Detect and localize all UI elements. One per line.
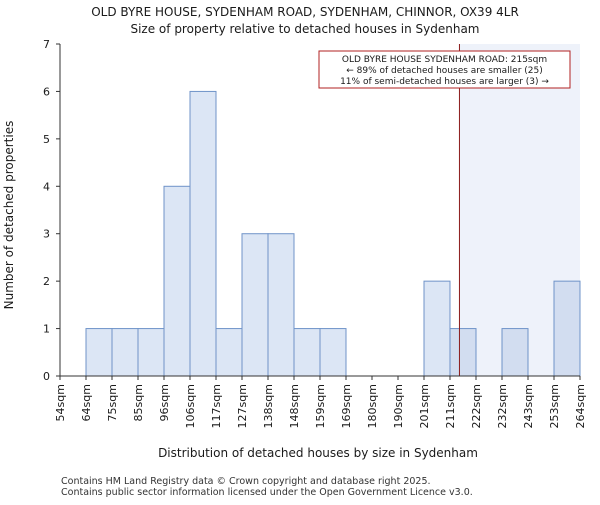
chart-title: OLD BYRE HOUSE, SYDENHAM ROAD, SYDENHAM,… (91, 5, 519, 19)
histogram-bar (189, 90, 217, 377)
histogram-bar (215, 328, 243, 377)
y-axis-label: Number of detached properties (2, 121, 16, 310)
x-tick-label: 117sqm (210, 384, 223, 428)
x-tick-label: 201sqm (418, 384, 431, 428)
x-tick-label: 148sqm (288, 384, 301, 428)
histogram-bar (163, 185, 191, 377)
histogram-bar (137, 328, 165, 377)
y-tick-label: 0 (43, 370, 50, 383)
y-tick-label: 4 (43, 180, 50, 193)
histogram-bar (553, 280, 581, 377)
x-tick-label: 127sqm (236, 384, 249, 428)
x-tick-label: 264sqm (574, 384, 587, 428)
histogram-bar (241, 233, 269, 377)
y-tick-label: 6 (43, 85, 50, 98)
footer-line-2: Contains public sector information licen… (61, 487, 473, 498)
annotation-box: OLD BYRE HOUSE SYDENHAM ROAD: 215sqm ← 8… (318, 50, 571, 89)
y-tick-label: 5 (43, 133, 50, 146)
x-tick-label: 180sqm (366, 384, 379, 428)
histogram-bar (293, 328, 321, 377)
x-tick-label: 85sqm (132, 384, 145, 421)
histogram-bar (449, 328, 477, 377)
x-tick-label: 211sqm (444, 384, 457, 428)
annotation-frame (318, 50, 571, 89)
histogram-bar (111, 328, 139, 377)
footer-line-1: Contains HM Land Registry data © Crown c… (61, 476, 431, 487)
histogram-bar (85, 328, 113, 377)
x-tick-label: 54sqm (54, 384, 67, 421)
x-tick-label: 232sqm (496, 384, 509, 428)
axes: 0 1 2 3 4 5 6 7 54sqm 64sqm 75sqm 85sqm 96sqm 106sqm 1… (43, 38, 587, 428)
annotation-line-1: OLD BYRE HOUSE SYDENHAM ROAD: 215sqm (342, 55, 547, 65)
y-tick-label: 7 (43, 38, 50, 51)
y-tick-label: 1 (43, 323, 50, 336)
histogram-bar (267, 233, 295, 377)
x-tick-label: 96sqm (158, 384, 171, 421)
y-tick-label: 2 (43, 275, 50, 288)
x-tick-label: 159sqm (314, 384, 327, 428)
histogram-bar (319, 328, 347, 377)
x-tick-label: 106sqm (184, 384, 197, 428)
y-tick-label: 3 (43, 228, 50, 241)
x-tick-label: 253sqm (548, 384, 561, 428)
histogram-bar (501, 328, 529, 377)
x-tick-label: 169sqm (340, 384, 353, 428)
bars-layer (85, 90, 581, 377)
chart-subtitle: Size of property relative to detached ho… (130, 22, 479, 36)
x-tick-label: 222sqm (470, 384, 483, 428)
x-tick-label: 190sqm (392, 384, 405, 428)
annotation-line-3: 11% of semi-detached houses are larger (… (340, 77, 549, 87)
x-axis-label: Distribution of detached houses by size … (158, 446, 478, 460)
x-tick-label: 138sqm (262, 384, 275, 428)
histogram-bar (423, 280, 451, 377)
x-tick-label: 64sqm (80, 384, 93, 421)
annotation-line-2: ← 89% of detached houses are smaller (25… (346, 66, 543, 76)
x-tick-label: 243sqm (522, 384, 535, 428)
x-tick-label: 75sqm (106, 384, 119, 421)
